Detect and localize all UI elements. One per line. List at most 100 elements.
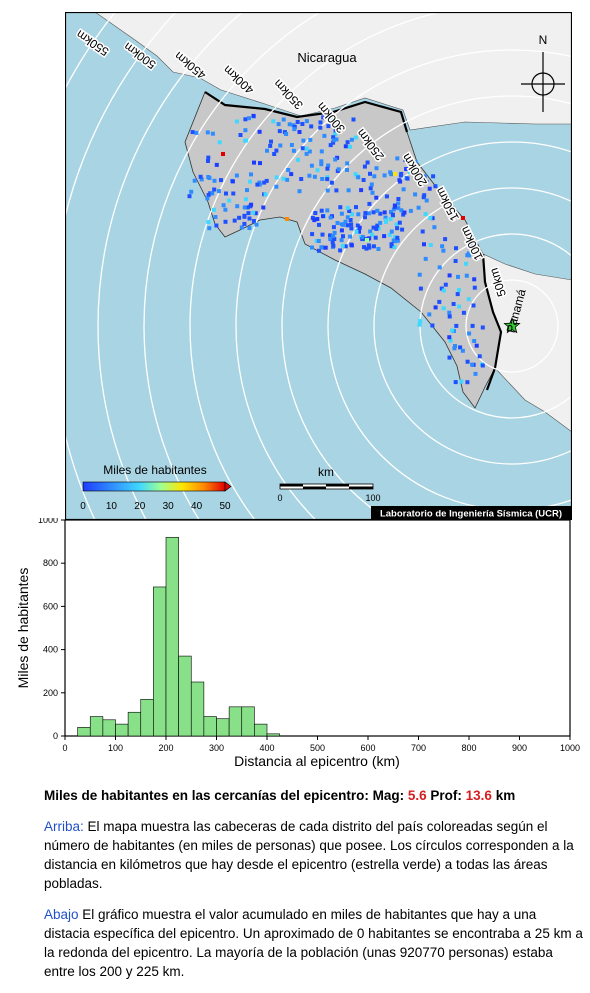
- population-dot: [331, 135, 336, 140]
- histogram-bar: [115, 723, 129, 737]
- population-dot: [269, 139, 273, 144]
- population-dot: [382, 173, 387, 178]
- population-dot: [245, 205, 250, 210]
- population-dot: [340, 243, 345, 248]
- population-dot: [348, 218, 353, 222]
- x-axis: 0 100 200 300 400 500 600 700 800 900 1000: [62, 736, 580, 753]
- population-dot: [247, 226, 252, 230]
- population-dot: [437, 299, 442, 304]
- scale-tick-0: 0: [277, 493, 282, 503]
- population-dot: [307, 149, 312, 154]
- population-dot: [257, 129, 262, 134]
- population-dot: [466, 297, 471, 302]
- population-dot: [393, 172, 397, 176]
- population-dot: [253, 211, 258, 216]
- population-dot: [348, 234, 352, 239]
- credit-box: [371, 506, 572, 520]
- histogram-panel: 0 100 200 300 400 500 600 700 800 900 1000 0 200 400…: [0, 515, 590, 773]
- population-dot: [217, 140, 222, 145]
- population-dot: [255, 182, 260, 187]
- population-dot: [451, 302, 456, 306]
- population-dot: [441, 248, 446, 253]
- population-dot: [361, 178, 366, 182]
- population-dot: [243, 128, 248, 133]
- population-dot: [331, 243, 336, 248]
- population-dot: [389, 210, 393, 215]
- population-dot: [372, 174, 377, 179]
- population-dot: [289, 172, 294, 177]
- population-dot: [363, 211, 368, 216]
- population-dot: [427, 312, 432, 317]
- population-dot: [242, 205, 247, 210]
- population-dot: [420, 229, 425, 234]
- north-arrow-icon: N: [521, 33, 565, 112]
- x-tick-label: 200: [158, 743, 173, 753]
- x-tick-label: 900: [512, 743, 527, 753]
- population-dot: [362, 245, 366, 250]
- population-dot: [370, 190, 375, 195]
- population-dot: [329, 116, 334, 121]
- y-axis-label: Miles de habitantes: [15, 568, 31, 689]
- population-dot: [366, 243, 371, 248]
- population-dot: [375, 223, 380, 228]
- population-dot: [264, 178, 269, 183]
- caption-title-prefix: Miles de habitantes en las cercanías del…: [44, 788, 408, 803]
- y-tick-label: 200: [43, 688, 58, 698]
- x-tick-label: 700: [411, 743, 426, 753]
- population-dot: [382, 210, 387, 215]
- y-tick-label: 400: [43, 645, 58, 655]
- population-dot: [430, 323, 435, 328]
- histogram-bar: [178, 655, 192, 737]
- population-dot: [459, 379, 464, 384]
- population-dot: [341, 234, 345, 239]
- histogram-bar: [266, 733, 280, 737]
- population-dot: [339, 238, 344, 243]
- population-dot: [423, 256, 428, 261]
- population-dot: [424, 179, 429, 184]
- population-dot: [349, 226, 354, 231]
- population-dot: [317, 222, 321, 227]
- population-dot: [292, 127, 297, 132]
- population-dot: [405, 176, 410, 181]
- population-dot: [359, 188, 364, 193]
- population-dot: [321, 214, 325, 219]
- population-dot: [219, 178, 223, 183]
- population-dot: [374, 166, 379, 171]
- histogram-chart: 0 100 200 300 400 500 600 700 800 900 1000 0 200 400…: [15, 515, 580, 769]
- x-tick-label: 400: [259, 743, 274, 753]
- x-tick-label: 800: [461, 743, 476, 753]
- population-dot: [345, 161, 350, 166]
- population-dot: [206, 220, 211, 225]
- country-label-nicaragua: Nicaragua: [297, 50, 357, 65]
- population-dot: [334, 137, 339, 142]
- population-dot: [400, 227, 405, 232]
- population-dot: [448, 338, 453, 343]
- population-dot: [452, 346, 457, 351]
- population-dot: [428, 215, 433, 220]
- population-dot: [356, 212, 361, 217]
- population-dot: [368, 171, 372, 176]
- population-dot: [368, 186, 373, 191]
- population-dot: [433, 184, 438, 189]
- legend-tick: 50: [219, 501, 231, 512]
- map-canvas: 50km100km150km200km250km300km350km400km4…: [64, 11, 573, 521]
- population-dot: [251, 210, 256, 215]
- legend-tick: 30: [163, 501, 175, 512]
- population-dot: [297, 130, 302, 134]
- population-dot: [376, 247, 381, 251]
- population-dot: [464, 273, 469, 278]
- population-dot: [454, 323, 459, 328]
- population-dot: [339, 228, 344, 233]
- population-dots: [187, 113, 485, 385]
- population-dot: [304, 119, 309, 124]
- population-dot: [252, 160, 256, 165]
- population-dot: [395, 235, 400, 240]
- population-dot: [232, 218, 237, 223]
- population-dot: [453, 259, 458, 263]
- population-dot: [474, 343, 479, 348]
- north-label: N: [539, 33, 548, 47]
- population-dot: [243, 138, 247, 143]
- population-dot: [354, 230, 359, 234]
- population-dot: [330, 240, 335, 245]
- population-dot: [276, 122, 281, 127]
